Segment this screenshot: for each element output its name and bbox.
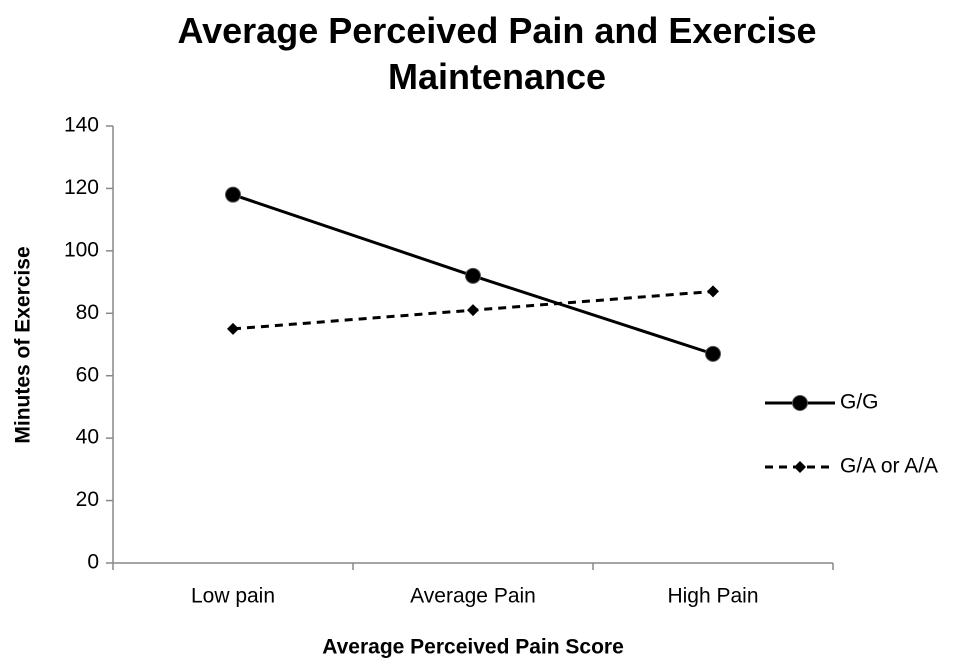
y-tick-label: 100 xyxy=(64,238,99,261)
y-tick-label: 60 xyxy=(76,363,99,386)
point xyxy=(707,285,719,298)
legend-marker xyxy=(792,395,808,411)
x-axis-label: Average Perceived Pain Score xyxy=(322,636,624,659)
y-tick-label: 140 xyxy=(64,114,99,137)
point xyxy=(705,345,721,362)
legend-label: G/A or A/A xyxy=(840,455,938,478)
y-tick-label: 40 xyxy=(76,426,99,449)
x-tick-label: Low pain xyxy=(191,585,275,608)
y-tick-label: 0 xyxy=(87,551,99,574)
point xyxy=(467,304,479,317)
y-tick-label: 20 xyxy=(76,488,99,511)
legend-label: G/G xyxy=(840,391,879,414)
point xyxy=(225,186,241,203)
legend-marker xyxy=(794,461,806,473)
x-tick-label: High Pain xyxy=(667,585,758,608)
point xyxy=(465,267,481,284)
x-tick-label: Average Pain xyxy=(410,585,536,608)
point xyxy=(227,322,239,335)
y-tick-label: 80 xyxy=(76,301,99,324)
y-tick-label: 120 xyxy=(64,176,99,199)
y-axis-label: Minutes of Exercise xyxy=(12,246,35,443)
chart-title: Average Perceived Pain and Exercise Main… xyxy=(177,10,817,97)
